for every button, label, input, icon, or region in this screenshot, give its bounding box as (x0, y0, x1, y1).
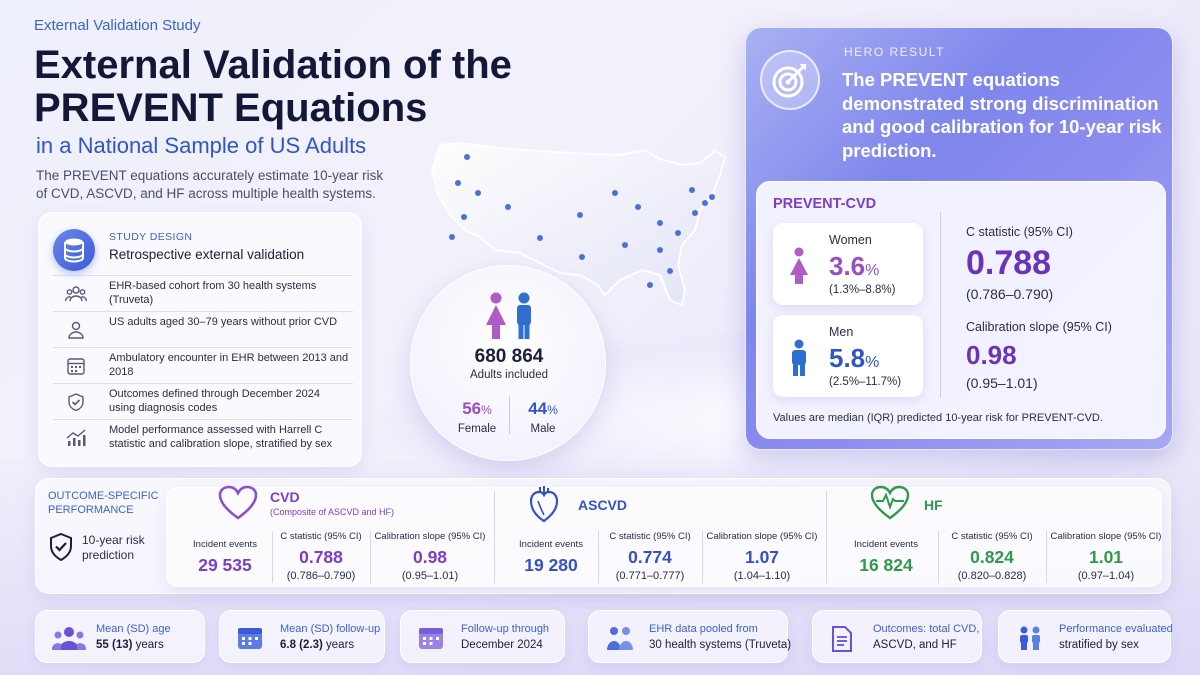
prevent-cvd-title: PREVENT-CVD (773, 196, 877, 212)
us-map-graphic (430, 141, 727, 307)
design-item: Outcomes defined through December 2024 u… (53, 383, 353, 419)
people-icon (52, 627, 86, 650)
page-title: External Validation of the PREVENT Equat… (34, 43, 512, 130)
men-risk-value: 5.8% (829, 343, 880, 373)
male-share: 44% Male (528, 399, 558, 435)
people-pair-icon (1020, 626, 1040, 650)
hero-statement: The PREVENT equations demonstrated stron… (842, 69, 1162, 161)
panel-footnote: Values are median (IQR) predicted 10-yea… (773, 412, 1103, 424)
outcome-subtitle: 10-year risk prediction (82, 533, 145, 562)
outcome-label: OUTCOME-SPECIFIC PERFORMANCE (48, 490, 159, 516)
cvd-calibration: Calibration slope (95% CI) 0.98 (0.95–1.… (374, 531, 486, 582)
study-design-title: Retrospective external validation (109, 247, 305, 262)
footer-stratified: Performance evaluated stratified by sex (998, 610, 1173, 663)
people-group-icon (65, 286, 87, 302)
c-statistic-value: 0.788 (966, 244, 1052, 282)
cvd-events: Incident events 29 535 (193, 539, 257, 575)
footer-outcomes: Outcomes: total CVD, ASCVD, and HF (812, 610, 982, 663)
study-design-card: STUDY DESIGN Retrospective external vali… (38, 212, 362, 467)
outcome-performance-panel: OUTCOME-SPECIFIC PERFORMANCE 10-year ris… (35, 478, 1171, 594)
footer-mean-age: Mean (SD) age 55 (13) years (35, 610, 205, 663)
footer-ehr-data: EHR data pooled from 30 health systems (… (588, 610, 791, 663)
document-icon (832, 626, 852, 652)
target-icon (760, 50, 820, 110)
calibration-slope-ci: (0.95–1.01) (966, 375, 1038, 391)
anatomical-heart-icon (529, 486, 559, 523)
shield-check-icon (68, 393, 84, 411)
hero-result-card: HERO RESULT The PREVENT equations demons… (745, 27, 1173, 450)
ascvd-c-statistic: C statistic (95% CI) 0.774 (0.771–0.777) (609, 531, 691, 582)
calendar-icon (419, 628, 443, 649)
ascvd-calibration: Calibration slope (95% CI) 1.07 (1.04–1.… (706, 531, 818, 582)
design-item: EHR-based cohort from 30 health systems … (53, 275, 353, 311)
prevent-cvd-panel: PREVENT-CVD Women 3.6% (1.3%–8.8%) Men 5… (756, 181, 1166, 439)
cohort-summary: 680 864 Adults included 56% Female 44% M… (410, 265, 606, 461)
study-design-header: STUDY DESIGN Retrospective external vali… (53, 227, 353, 271)
outcome-sections (166, 487, 1162, 587)
men-risk-box: Men 5.8% (2.5%–11.7%) (773, 315, 923, 397)
calendar-icon (67, 358, 85, 375)
people-pair-icon (607, 627, 633, 650)
total-adults-label: Adults included (470, 369, 548, 381)
footer-follow-up-through: Follow-up through December 2024 (400, 610, 565, 663)
design-item: Ambulatory encounter in EHR between 2013… (53, 347, 353, 383)
c-statistic-ci: (0.786–0.790) (966, 286, 1054, 302)
heart-pulse-icon (870, 485, 910, 520)
hero-label: HERO RESULT (844, 45, 945, 59)
heart-outline-icon (218, 485, 258, 520)
female-share: 56% Female (457, 399, 497, 435)
outcome-ascvd: ASCVD Incident events 19 280 C statistic… (502, 479, 824, 595)
design-item: Model performance assessed with Harrell … (53, 419, 353, 463)
eyebrow: External Validation Study (34, 17, 201, 34)
male-icon (792, 339, 806, 376)
female-male-icon (486, 292, 531, 339)
total-adults: 680 864 (474, 346, 544, 367)
c-statistic-label: C statistic (95% CI) (966, 225, 1073, 239)
female-icon (790, 247, 808, 284)
page-subtitle: in a National Sample of US Adults (36, 133, 367, 158)
outcome-cvd: CVD (Composite of ASCVD and HF) Incident… (176, 479, 494, 595)
hf-c-statistic: C statistic (95% CI) 0.824 (0.820–0.828) (951, 531, 1033, 582)
chart-trend-icon (66, 429, 86, 446)
calibration-slope-value: 0.98 (966, 340, 1017, 370)
women-risk-value: 3.6% (829, 251, 880, 281)
calibration-slope-label: Calibration slope (95% CI) (966, 320, 1112, 334)
hf-events: Incident events 16 824 (854, 539, 918, 575)
study-design-label: STUDY DESIGN (109, 231, 193, 243)
cvd-c-statistic: C statistic (95% CI) 0.788 (0.786–0.790) (280, 531, 362, 582)
footer-mean-follow-up: Mean (SD) follow-up 6.8 (2.3) years (219, 610, 385, 663)
person-icon (68, 321, 84, 339)
database-icon (53, 229, 95, 271)
calendar-icon (238, 628, 262, 649)
hf-calibration: Calibration slope (95% CI) 1.01 (0.97–1.… (1050, 531, 1162, 582)
map-markers (449, 154, 715, 288)
page-description: The PREVENT equations accurately estimat… (36, 168, 384, 201)
women-risk-box: Women 3.6% (1.3%–8.8%) (773, 223, 923, 305)
design-item: US adults aged 30–79 years without prior… (53, 311, 353, 347)
shield-check-icon (50, 532, 72, 562)
ascvd-events: Incident events 19 280 (519, 539, 583, 575)
outcome-hf: HF Incident events 16 824 C statistic (9… (834, 479, 1168, 595)
